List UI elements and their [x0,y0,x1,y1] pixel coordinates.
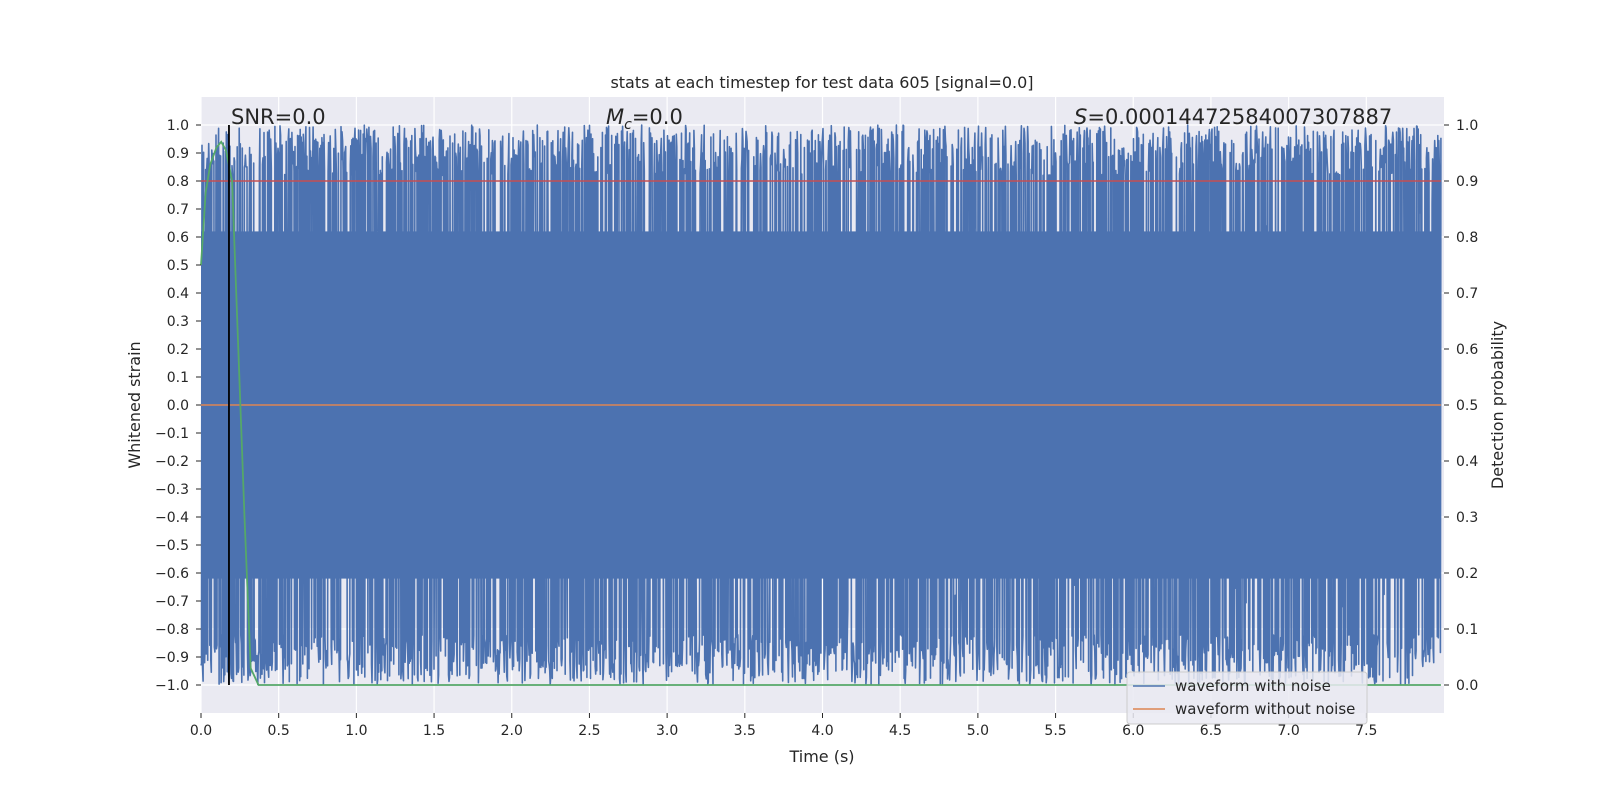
y-tick-label: 0.0 [167,398,189,414]
x-tick-label: 7.5 [1355,723,1377,739]
x-tick-label: 3.5 [734,723,756,739]
legend: waveform with noise waveform without noi… [1126,671,1368,725]
y-tick-label: 0.8 [167,174,189,190]
probability-line [200,140,1441,686]
s-symbol: S [1074,105,1087,129]
y-tick-label: 1.0 [167,118,189,134]
y-tick-label: −0.3 [155,482,189,498]
chart-title: stats at each timestep for test data 605… [610,73,1033,92]
y-tick-label: 0.4 [167,286,189,302]
y-tick-label: −0.4 [155,510,189,526]
x-tick-label: 0.5 [268,723,290,739]
y-tick-label: −0.5 [155,538,189,554]
y-right-tick-label: 0.5 [1456,398,1478,414]
x-tick-label: 0.0 [190,723,212,739]
y-right-tick-label: 0.6 [1456,342,1478,358]
x-tick-label: 4.5 [889,723,911,739]
x-tick-label: 5.5 [1044,723,1066,739]
snr-annotation: SNR=0.0 [231,105,326,129]
y-tick-label: −0.1 [155,426,189,442]
x-tick-label: 4.0 [811,723,833,739]
x-axis-label: Time (s) [788,747,854,766]
y-tick-label: −0.7 [155,594,189,610]
y-tick-label: 0.5 [167,258,189,274]
x-tick-label: 2.5 [578,723,600,739]
y-tick-label: −0.9 [155,650,189,666]
y-right-tick-label: 0.9 [1456,174,1478,190]
legend-label-clean: waveform without noise [1175,700,1355,718]
y-axis-ticks: 1.0 0.9 0.8 0.7 0.6 0.5 0.4 0.3 0.2 0.1 0.0 −0.1 −0.… [155,118,201,694]
s-value: =0.00014472584007307887 [1087,105,1392,129]
y-right-axis-label: Detection probability [1488,321,1507,489]
y-tick-label: 0.2 [167,342,189,358]
y-axis-label: Whitened strain [125,341,144,468]
chirp-mass-value: =0.0 [632,105,683,129]
y-right-tick-label: 0.0 [1456,678,1478,694]
chirp-mass-subscript: c [624,117,632,133]
x-tick-label: 2.0 [501,723,523,739]
chirp-mass-symbol: M [606,105,624,129]
y-right-tick-label: 1.0 [1456,118,1478,134]
y-right-tick-label: 0.7 [1456,286,1478,302]
y-tick-label: −1.0 [155,678,189,694]
y-tick-label: 0.1 [167,370,189,386]
y-tick-label: −0.6 [155,566,189,582]
x-tick-label: 5.0 [967,723,989,739]
legend-box [1126,671,1368,725]
x-axis-ticks: 0.0 0.5 1.0 1.5 2.0 2.5 3.0 3.5 4.0 4.5 5.0 5.5 6.0 6… [190,713,1377,739]
detection-probability-series [200,140,1441,686]
y-right-tick-label: 0.3 [1456,510,1478,526]
y-right-tick-label: 0.2 [1456,566,1478,582]
y-tick-label: 0.7 [167,202,189,218]
x-tick-label: 6.0 [1122,723,1144,739]
y-tick-label: 0.6 [167,230,189,246]
y-tick-label: −0.2 [155,454,189,470]
s-annotation: S=0.00014472584007307887 [1074,105,1392,129]
y-tick-label: 0.3 [167,314,189,330]
chirp-mass-annotation: Mc=0.0 [606,105,683,133]
x-tick-label: 6.5 [1200,723,1222,739]
y-right-tick-label: 0.8 [1456,230,1478,246]
legend-label-noise: waveform with noise [1175,677,1331,695]
y-tick-label: −0.8 [155,622,189,638]
x-tick-label: 7.0 [1277,723,1299,739]
y-right-tick-label: 0.4 [1456,454,1478,470]
y-tick-label: 0.9 [167,146,189,162]
y-right-tick-label: 0.1 [1456,622,1478,638]
x-tick-label: 1.0 [345,723,367,739]
x-tick-label: 3.0 [656,723,678,739]
x-tick-label: 1.5 [423,723,445,739]
y-right-axis-ticks: 1.0 0.9 0.8 0.7 0.6 0.5 0.4 0.3 0.2 0.1 0.0 [1444,118,1478,694]
noise-waveform-line [200,124,1442,686]
